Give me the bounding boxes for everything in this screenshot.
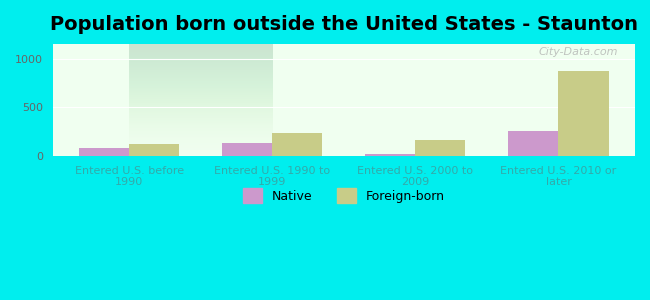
Text: City-Data.com: City-Data.com xyxy=(538,47,617,57)
Title: Population born outside the United States - Staunton: Population born outside the United State… xyxy=(50,15,638,34)
Bar xyxy=(508,131,558,156)
Bar xyxy=(79,148,129,156)
Bar xyxy=(272,133,322,156)
Bar xyxy=(415,140,465,156)
Legend: Native, Foreign-born: Native, Foreign-born xyxy=(238,183,450,208)
Bar xyxy=(365,154,415,156)
Bar xyxy=(558,71,608,156)
Bar xyxy=(129,144,179,156)
Bar xyxy=(222,143,272,156)
